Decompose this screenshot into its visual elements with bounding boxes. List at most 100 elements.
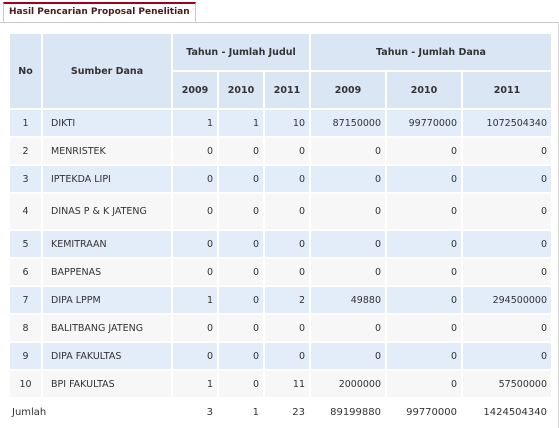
table-row: 10 BPI FAKULTAS 1 0 11 2000000 0 5750000… [10,371,551,397]
cell-source: KEMITRAAN [43,231,171,257]
cell-titles: 0 [265,231,309,257]
header-funds-year: 2009 [311,72,385,108]
header-titles-year: 2010 [219,72,263,108]
cell-no: 9 [10,343,41,369]
cell-titles: 10 [265,110,309,136]
total-row: Jumlah 3 1 23 89199880 99770000 14245043… [10,399,551,425]
cell-funds: 87150000 [311,110,385,136]
cell-source: IPTEKDA LIPI [43,166,171,192]
cell-no: 10 [10,371,41,397]
header-source[interactable]: Sumber Dana [43,34,171,108]
header-no[interactable]: No [10,34,41,108]
cell-funds: 49880 [311,287,385,313]
cell-funds: 99770000 [387,110,461,136]
cell-no: 2 [10,138,41,164]
cell-titles: 2 [265,287,309,313]
cell-funds: 57500000 [463,371,551,397]
cell-titles: 0 [219,194,263,229]
table-row: 5 KEMITRAAN 0 0 0 0 0 0 [10,231,551,257]
cell-source: BALITBANG JATENG [43,315,171,341]
cell-funds: 0 [387,138,461,164]
header-titles-year: 2011 [265,72,309,108]
cell-funds: 0 [463,343,551,369]
cell-funds: 0 [463,194,551,229]
cell-titles: 0 [265,315,309,341]
total-titles: 3 [173,399,217,425]
cell-funds: 0 [463,138,551,164]
cell-funds: 0 [311,166,385,192]
cell-titles: 0 [173,138,217,164]
total-funds: 89199880 [311,399,385,425]
cell-funds: 0 [311,315,385,341]
cell-funds: 0 [463,166,551,192]
tab-search-results[interactable]: Hasil Pencarian Proposal Penelitian [3,2,196,22]
table-row: 7 DIPA LPPM 1 0 2 49880 0 294500000 [10,287,551,313]
cell-titles: 0 [219,138,263,164]
header-group-titles: Tahun - Jumlah Judul [173,34,309,70]
table-row: 9 DIPA FAKULTAS 0 0 0 0 0 0 [10,343,551,369]
table-row: 1 DIKTI 1 1 10 87150000 99770000 1072504… [10,110,551,136]
cell-source: DIPA FAKULTAS [43,343,171,369]
header-funds-year: 2010 [387,72,461,108]
total-funds: 1424504340 [463,399,551,425]
cell-titles: 0 [219,231,263,257]
header-group-funds: Tahun - Jumlah Dana [311,34,551,70]
cell-funds: 0 [463,231,551,257]
cell-titles: 0 [219,315,263,341]
cell-source: BPI FAKULTAS [43,371,171,397]
cell-no: 7 [10,287,41,313]
cell-titles: 0 [265,166,309,192]
cell-titles: 0 [265,194,309,229]
cell-titles: 0 [173,315,217,341]
header-funds-year: 2011 [463,72,551,108]
cell-no: 6 [10,259,41,285]
cell-titles: 0 [265,138,309,164]
table-row: 2 MENRISTEK 0 0 0 0 0 0 [10,138,551,164]
cell-titles: 0 [219,166,263,192]
header-titles-year: 2009 [173,72,217,108]
cell-funds: 0 [463,259,551,285]
table-row: 6 BAPPENAS 0 0 0 0 0 0 [10,259,551,285]
cell-titles: 0 [265,259,309,285]
cell-titles: 1 [219,110,263,136]
cell-no: 4 [10,194,41,229]
tab-bar: Hasil Pencarian Proposal Penelitian [0,0,559,23]
cell-funds: 0 [311,194,385,229]
cell-funds: 2000000 [311,371,385,397]
cell-titles: 0 [219,343,263,369]
cell-titles: 0 [173,166,217,192]
cell-source: DIPA LPPM [43,287,171,313]
cell-no: 3 [10,166,41,192]
cell-titles: 0 [219,287,263,313]
cell-titles: 0 [219,371,263,397]
cell-no: 1 [10,110,41,136]
cell-titles: 0 [265,343,309,369]
cell-titles: 11 [265,371,309,397]
cell-funds: 0 [387,315,461,341]
cell-source: DIKTI [43,110,171,136]
cell-titles: 0 [173,231,217,257]
funding-table: No Sumber Dana Tahun - Jumlah Judul Tahu… [8,32,553,427]
cell-no: 8 [10,315,41,341]
cell-funds: 1072504340 [463,110,551,136]
cell-funds: 0 [311,259,385,285]
results-panel: No Sumber Dana Tahun - Jumlah Judul Tahu… [0,22,559,428]
total-titles: 23 [265,399,309,425]
cell-titles: 1 [173,287,217,313]
total-funds: 99770000 [387,399,461,425]
cell-funds: 0 [387,371,461,397]
cell-source: DINAS P & K JATENG [43,194,171,229]
cell-titles: 1 [173,371,217,397]
table-row: 8 BALITBANG JATENG 0 0 0 0 0 0 [10,315,551,341]
cell-titles: 1 [173,110,217,136]
cell-funds: 0 [387,231,461,257]
cell-funds: 294500000 [463,287,551,313]
cell-funds: 0 [387,343,461,369]
cell-titles: 0 [219,259,263,285]
total-titles: 1 [219,399,263,425]
cell-source: BAPPENAS [43,259,171,285]
cell-funds: 0 [387,259,461,285]
cell-no: 5 [10,231,41,257]
cell-funds: 0 [463,315,551,341]
cell-titles: 0 [173,259,217,285]
